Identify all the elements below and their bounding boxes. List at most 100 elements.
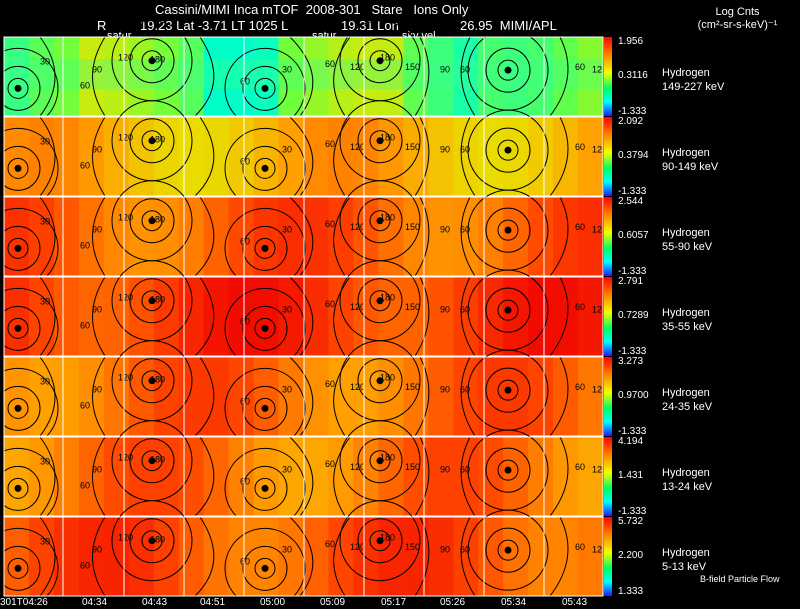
contour-line — [333, 36, 351, 117]
heatmap-cell — [128, 197, 155, 276]
contour-ring — [242, 465, 288, 511]
heatmap-cell — [29, 197, 55, 276]
contour-label: 60 — [80, 480, 90, 490]
contour-line — [289, 116, 314, 197]
colorbar-min: -1.333 — [618, 186, 647, 197]
contour-label: 150 — [405, 142, 420, 152]
contour-label: 60 — [80, 320, 90, 330]
contour-ring — [339, 500, 421, 582]
time-tick-label: 05:09 — [320, 597, 346, 608]
contour-ring — [357, 518, 403, 564]
contour-label: 90 — [92, 465, 102, 475]
contour-line — [460, 356, 476, 437]
heatmap-cell — [29, 277, 55, 356]
direction-marker — [261, 164, 269, 172]
contour-label: 120 — [118, 373, 133, 383]
contour-line — [460, 36, 476, 117]
colorbar-units-line1: Log Cnts — [715, 6, 760, 18]
contour-line — [39, 356, 56, 437]
contour-label: 90 — [92, 65, 102, 75]
heatmap-cell — [528, 357, 554, 436]
contour-label: 120 — [592, 145, 607, 155]
contour-ring — [357, 118, 403, 164]
contour-line — [289, 196, 314, 277]
contour-ring — [497, 219, 519, 241]
colorbar-min: 1.333 — [618, 586, 644, 597]
contour-ring — [485, 527, 531, 573]
direction-marker — [504, 546, 512, 554]
contour-label: 60 — [460, 305, 470, 315]
contour-ring — [497, 139, 519, 161]
contour-line — [194, 116, 215, 197]
contour-label: 180 — [380, 533, 395, 543]
heatmap-cell — [403, 117, 429, 196]
contour-label: 30 — [40, 377, 50, 387]
contour-ring — [254, 317, 276, 339]
contour-ring — [357, 438, 403, 484]
contour-ring — [357, 198, 403, 244]
species-label: Hydrogen — [662, 147, 710, 159]
colorbar — [604, 117, 612, 196]
colorbar-mid: 0.7289 — [618, 310, 649, 321]
heatmap-cell — [53, 357, 80, 436]
panel-frame — [3, 196, 604, 277]
colorbar — [604, 357, 612, 436]
heatmap-cell — [4, 197, 30, 276]
heatmap-cell — [578, 517, 604, 596]
contour-label: 30 — [282, 225, 292, 235]
contour-line — [39, 276, 56, 357]
contour-ring — [0, 527, 59, 609]
heatmap-cell — [78, 117, 105, 196]
direction-marker — [14, 244, 22, 252]
contour-line — [92, 116, 106, 197]
direction-marker — [14, 84, 22, 92]
contour-label: 180 — [380, 373, 395, 383]
contour-label: 120 — [350, 462, 365, 472]
contour-ring — [224, 527, 306, 609]
contour-line — [460, 116, 476, 197]
colorbar-mid: 2.200 — [618, 550, 644, 561]
contour-line — [92, 36, 106, 117]
heatmap-cell — [553, 517, 579, 596]
heatmap-cell — [29, 517, 55, 596]
direction-marker — [261, 404, 269, 412]
species-label: Hydrogen — [662, 547, 710, 559]
colorbar-units-line2: (cm²-sr-s-keV)⁻¹ — [697, 19, 778, 31]
heatmap-cell — [353, 357, 379, 436]
contour-label: 60 — [80, 560, 90, 570]
heatmap-cell — [453, 277, 479, 356]
time-tick-label: 301T04:26 — [0, 597, 48, 608]
contour-ring — [0, 65, 41, 111]
species-label: Hydrogen — [662, 307, 710, 319]
time-tick-label: 05:17 — [381, 597, 407, 608]
contour-label: 60 — [240, 316, 250, 326]
direction-marker — [148, 217, 156, 225]
panel-frame — [3, 116, 604, 197]
contour-ring — [497, 299, 519, 321]
heatmap-cell — [278, 277, 305, 356]
direction-marker — [376, 57, 384, 65]
contour-label: 60 — [240, 76, 250, 86]
contour-line — [92, 516, 106, 597]
heatmap-cell — [253, 197, 280, 276]
contour-label: 90 — [440, 145, 450, 155]
heatmap-cell — [403, 277, 429, 356]
contour-ring — [141, 370, 163, 392]
colorbar-max: 2.092 — [618, 116, 644, 127]
heatmap-cell — [353, 517, 379, 596]
contour-label: 60 — [460, 225, 470, 235]
heatmap-cell — [128, 357, 155, 436]
heatmap-cell — [453, 517, 479, 596]
contour-ring — [129, 438, 175, 484]
species-label: Hydrogen — [662, 67, 710, 79]
contour-label: 60 — [240, 396, 250, 406]
contour-line — [92, 196, 106, 277]
contour-line — [460, 276, 476, 357]
contour-ring — [357, 38, 403, 84]
heatmap-cell — [253, 517, 280, 596]
contour-ring — [141, 530, 163, 552]
contour-line — [194, 36, 215, 117]
heatmap-cell — [178, 277, 205, 356]
contour-label: 60 — [325, 379, 335, 389]
